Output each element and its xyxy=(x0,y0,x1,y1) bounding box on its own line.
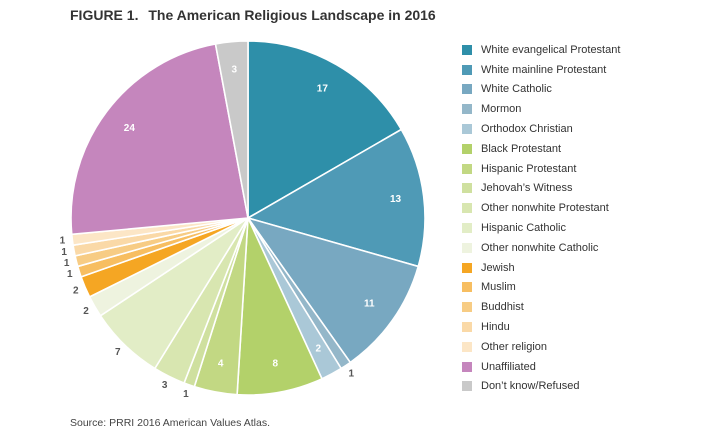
legend-label: White mainline Protestant xyxy=(481,63,607,76)
slice-value-label: 3 xyxy=(162,380,168,391)
figure-title-text: The American Religious Landscape in 2016 xyxy=(148,7,436,23)
legend-swatch xyxy=(462,183,472,194)
slice-value-label: 1 xyxy=(64,258,70,269)
pie-slice-white-evangelical-protestant xyxy=(247,40,403,219)
legend-swatch xyxy=(462,262,472,273)
slice-value-label: 3 xyxy=(231,64,237,75)
legend-item-mormon: Mormon xyxy=(462,99,697,119)
legend-item-hispanic-catholic: Hispanic Catholic xyxy=(462,218,697,238)
pie-slice-white-catholic xyxy=(247,217,420,364)
legend-item-other-religion: Other religion xyxy=(462,337,697,357)
legend-label: White evangelical Protestant xyxy=(481,43,621,56)
legend-item-muslim: Muslim xyxy=(462,278,697,298)
slice-value-label: 1 xyxy=(60,235,66,246)
chart-legend: White evangelical Protestant White mainli… xyxy=(462,40,697,396)
slice-value-label: 1 xyxy=(349,368,355,379)
pie-slice-don-t-know-refused xyxy=(214,40,249,219)
legend-swatch xyxy=(462,282,472,293)
legend-label: Unaffiliated xyxy=(481,360,536,373)
legend-swatch xyxy=(462,124,472,135)
figure-title: FIGURE 1. The American Religious Landsca… xyxy=(70,7,436,23)
legend-label: Hispanic Catholic xyxy=(481,222,566,235)
slice-value-label: 24 xyxy=(124,123,136,134)
legend-item-other-nonwhite-catholic: Other nonwhite Catholic xyxy=(462,238,697,258)
legend-swatch xyxy=(462,163,472,174)
legend-swatch xyxy=(462,223,472,234)
legend-swatch xyxy=(462,322,472,333)
slice-value-label: 11 xyxy=(364,298,375,309)
legend-label: Buddhist xyxy=(481,301,524,314)
legend-label: Orthodox Christian xyxy=(481,123,573,136)
legend-item-hindu: Hindu xyxy=(462,317,697,337)
legend-label: Jehovah’s Witness xyxy=(481,182,573,195)
legend-swatch xyxy=(462,381,472,392)
legend-item-white-evangelical-protestant: White evangelical Protestant xyxy=(462,40,697,60)
legend-label: Hispanic Protestant xyxy=(481,162,577,175)
legend-item-white-catholic: White Catholic xyxy=(462,80,697,100)
legend-item-white-mainline-protestant: White mainline Protestant xyxy=(462,60,697,80)
legend-swatch xyxy=(462,302,472,313)
slice-value-label: 2 xyxy=(83,306,89,317)
slice-value-label: 1 xyxy=(183,389,189,400)
legend-label: Other religion xyxy=(481,340,548,353)
legend-swatch xyxy=(462,64,472,75)
source-note: Source: PRRI 2016 American Values Atlas. xyxy=(70,417,270,429)
slice-value-label: 2 xyxy=(316,343,322,354)
legend-item-jewish: Jewish xyxy=(462,258,697,278)
slice-value-label: 1 xyxy=(61,247,67,258)
legend-swatch xyxy=(462,143,472,154)
legend-label: Other nonwhite Protestant xyxy=(481,202,609,215)
legend-swatch xyxy=(462,203,472,214)
legend-item-buddhist: Buddhist xyxy=(462,297,697,317)
legend-swatch xyxy=(462,104,472,115)
legend-label: Black Protestant xyxy=(481,142,562,155)
legend-item-jehovah-s-witness: Jehovah’s Witness xyxy=(462,179,697,199)
legend-swatch xyxy=(462,242,472,253)
legend-label: Muslim xyxy=(481,281,516,294)
legend-swatch xyxy=(462,44,472,55)
slice-value-label: 17 xyxy=(317,84,329,95)
pie-slice-white-mainline-protestant xyxy=(247,128,426,268)
legend-item-other-nonwhite-protestant: Other nonwhite Protestant xyxy=(462,198,697,218)
legend-label: White Catholic xyxy=(481,83,552,96)
slice-value-label: 2 xyxy=(73,285,79,296)
legend-item-black-protestant: Black Protestant xyxy=(462,139,697,159)
slice-value-label: 1 xyxy=(67,269,73,280)
legend-label: Don’t know/Refused xyxy=(481,380,580,393)
slice-value-label: 13 xyxy=(390,194,402,205)
legend-label: Mormon xyxy=(481,103,522,116)
legend-label: Jewish xyxy=(481,261,515,274)
pie-slice-unaffiliated xyxy=(70,43,249,236)
slice-value-label: 8 xyxy=(273,359,279,370)
legend-item-don-t-know-refused: Don’t know/Refused xyxy=(462,377,697,397)
figure-number-label: FIGURE 1. xyxy=(70,7,139,23)
legend-swatch xyxy=(462,84,472,95)
slice-value-label: 7 xyxy=(115,347,121,358)
legend-item-hispanic-protestant: Hispanic Protestant xyxy=(462,159,697,179)
legend-item-orthodox-christian: Orthodox Christian xyxy=(462,119,697,139)
legend-swatch xyxy=(462,361,472,372)
legend-label: Other nonwhite Catholic xyxy=(481,241,599,254)
legend-item-unaffiliated: Unaffiliated xyxy=(462,357,697,377)
slice-value-label: 4 xyxy=(218,359,224,370)
legend-swatch xyxy=(462,341,472,352)
legend-label: Hindu xyxy=(481,321,510,334)
